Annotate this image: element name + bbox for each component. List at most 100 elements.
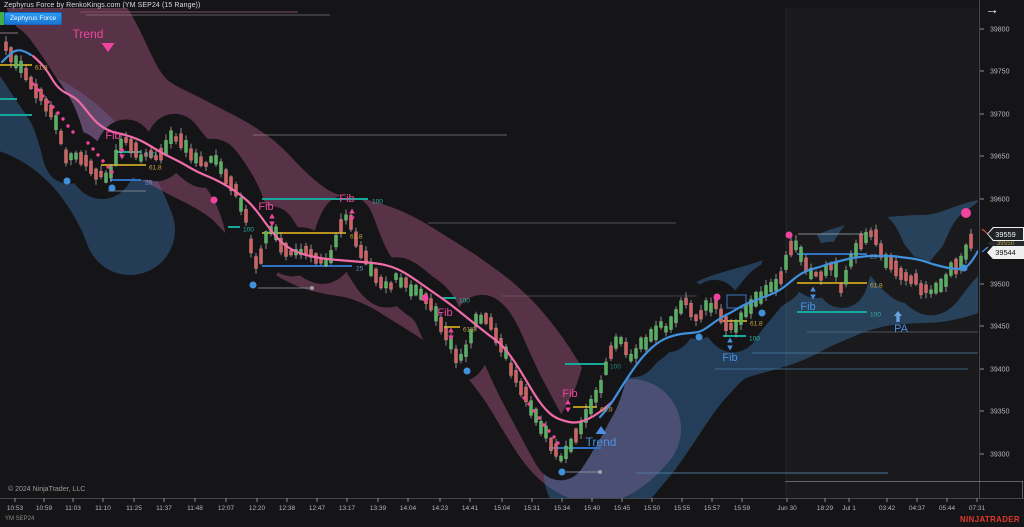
up-trend-ma-prefix [0,49,33,64]
annotation-fib: Fib [105,130,120,142]
up-trend-ma [598,249,978,419]
fib-level-label: 100 [459,298,470,305]
fib-level-label: 61.8 [149,165,162,172]
zephyrus-force-button[interactable]: Zephyrus Force [4,12,63,25]
price-tick-label: 39500 [990,282,1010,289]
updown-arrow-icon [119,146,125,160]
time-tick-label: 07:31 [969,505,986,512]
fib-level-label: 25 [356,266,364,273]
annotation-fib: Fib [800,301,815,313]
time-tick-label: Jun 30 [777,505,797,512]
upper-tag-pointer [981,228,989,235]
time-tick-label: 11:10 [95,505,111,512]
time-tick-label: 10:59 [36,505,53,512]
fib-level-label: 61.8 [35,65,48,72]
fib-level-label: 61.8 [463,327,476,334]
time-tick-label: 15:59 [734,505,751,512]
plot-area[interactable]: Trend Trend Fib Fib Fib Fib Fib Fib Fib PA 61.8 100… [0,0,992,498]
fib-level-label: 25 [870,254,878,261]
last-price-tag: 39544 [987,246,1024,259]
time-tick-label: 15:57 [704,505,721,512]
fib-level-label: 100 [145,152,156,159]
chart-title: Zephyrus Force by RenkoKings.com (YM SEP… [4,2,201,9]
updown-arrow-icon [448,327,454,341]
time-tick-label: 12:47 [309,505,326,512]
annotation-fib: Fib [722,352,737,364]
time-tick-label: 13:17 [339,505,356,512]
instrument-label: YM SEP24 [5,516,35,522]
time-tick-label: 15:04 [494,505,511,512]
time-tick-label: 11:48 [187,505,203,512]
price-tick-label: 39700 [990,112,1010,119]
price-tag-upper: 39559 [987,227,1024,241]
pa-up-arrow-icon [894,311,902,322]
time-tick-label: 14:04 [400,505,417,512]
annotation-pa: PA [894,323,909,335]
time-tick-label: 15:31 [524,505,541,512]
fib-level-label: 100 [749,336,760,343]
time-tick-label: 15:40 [584,505,601,512]
time-tick-label: 10:53 [7,505,24,512]
fib-level-label: 100 [243,227,254,234]
annotation-trend: Trend [73,27,104,41]
time-tick-label: 03:42 [879,505,896,512]
ninjatrader-brand: NINJATRADER [960,515,1020,524]
time-tick-label: 05:44 [939,505,956,512]
price-tick-label: 39800 [990,27,1010,34]
lower-tag-pointer [981,246,989,253]
time-tick-label: 04:37 [909,505,926,512]
annotation-fib: Fib [437,307,452,319]
time-tick-label: 11:37 [156,505,172,512]
up-trend-triangle-icon [595,426,607,434]
fib-level-lines [0,64,867,449]
time-tick-label: 12:20 [249,505,266,512]
time-tick-label: 11:03 [65,505,81,512]
time-tick-label: 13:39 [370,505,387,512]
price-tick-label: 39750 [990,69,1010,76]
down-trend-ma [31,54,614,424]
annotation-fib: Fib [562,388,577,400]
trend-arrows [101,43,902,434]
updown-arrow-icon [349,208,355,222]
price-tick-label: 39600 [990,197,1010,204]
swing-reference-lines [0,11,978,474]
time-tick-label: Jul 1 [842,505,856,512]
time-tick-label: 14:23 [432,505,449,512]
time-tick-label: 12:38 [279,505,296,512]
indicator-status-strip [0,12,4,25]
price-tick-label: 39350 [990,409,1010,416]
price-tick-label: 39450 [990,324,1010,331]
time-tick-label: 11:25 [126,505,142,512]
price-tick-label: 39300 [990,452,1010,459]
annotation-fib: Fib [339,193,354,205]
time-tick-label: 12:07 [218,505,235,512]
updown-arrow-icon [565,399,571,413]
fib-level-label: 61.8 [750,321,763,328]
time-tick-label: 15:50 [644,505,661,512]
down-trend-triangle-icon [101,43,115,52]
fib-level-label: 100 [372,199,383,206]
time-tick-label: 15:55 [674,505,691,512]
fib-level-label: 25 [145,180,153,187]
price-tick-label: 39650 [990,154,1010,161]
updown-arrow-icon [810,286,816,300]
fib-level-label: 100 [870,312,881,319]
time-tick-label: 15:34 [554,505,571,512]
price-tick-label: 39400 [990,367,1010,374]
annotation-trend: Trend [586,435,617,449]
axes[interactable]: 39800 39750 39700 39650 39600 39500 39450 39400… [0,0,1024,512]
fib-level-label: 25 [592,450,600,457]
updown-arrow-icon [269,213,275,227]
fib-level-label: 61.8 [350,234,363,241]
copyright-text: © 2024 NinjaTrader, LLC [8,486,86,493]
annotation-fib: Fib [258,201,273,213]
scroll-right-arrow-icon[interactable]: → [985,1,999,17]
time-tick-label: 18:29 [817,505,834,512]
fib-level-label: 61.8 [870,283,883,290]
time-tick-label: 15:45 [614,505,631,512]
fib-level-label: 100 [610,364,621,371]
time-tick-label: 14:41 [462,505,479,512]
updown-arrow-icon [727,337,733,351]
